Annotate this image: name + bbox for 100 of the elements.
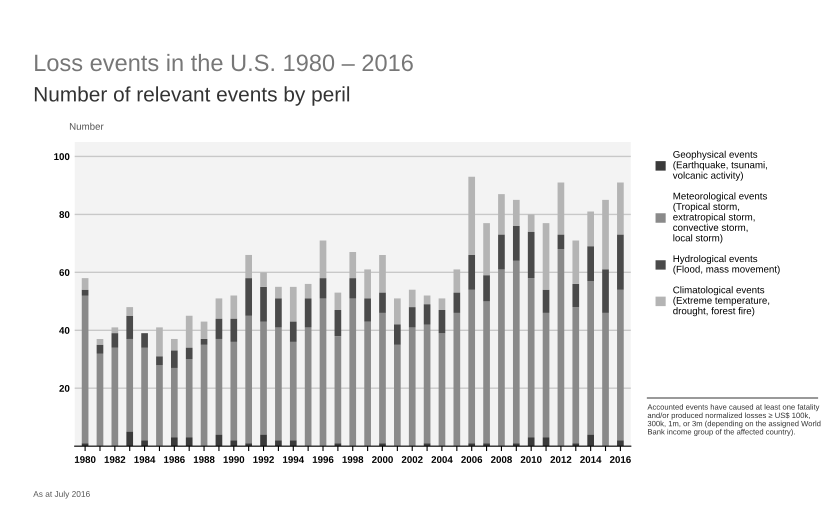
legend-label: Meteorological events (Tropical storm, extratropical storm, convective storm, local storm)	[673, 192, 767, 244]
bar	[200, 322, 208, 339]
bar	[587, 246, 594, 282]
x-tick-label: 2000	[372, 456, 393, 464]
x-tick-label: 1986	[164, 456, 185, 464]
bar	[364, 322, 371, 446]
bar	[245, 316, 252, 444]
bar	[186, 348, 193, 360]
bar	[290, 322, 297, 342]
x-tick-label: 1980	[74, 456, 96, 464]
bar	[438, 298, 446, 310]
x-tick-label: 1992	[253, 456, 274, 464]
bar	[617, 182, 624, 235]
y-axis-title: Number	[70, 122, 104, 130]
bar	[141, 348, 148, 440]
bar	[424, 304, 430, 324]
bar	[216, 298, 222, 319]
bar	[408, 307, 416, 328]
bar	[394, 324, 401, 345]
y-tick-label: 80	[59, 211, 70, 218]
bar	[364, 269, 371, 298]
bar	[364, 298, 371, 322]
legend-label: Climatological events (Extreme temperature, drought, forest fire)	[673, 286, 770, 316]
x-tick-label: 2008	[490, 456, 512, 464]
bar	[587, 211, 594, 246]
bar	[512, 260, 520, 444]
bar	[587, 281, 594, 435]
bar	[453, 292, 460, 313]
bar	[483, 301, 490, 444]
bar	[141, 333, 148, 348]
chart-title: Loss events in the U.S. 1980 – 2016	[35, 54, 413, 72]
bar	[82, 296, 88, 444]
bar	[170, 338, 178, 351]
y-tick-label: 100	[54, 153, 70, 160]
bar	[216, 318, 222, 339]
bar	[349, 252, 356, 278]
bar	[572, 307, 580, 444]
bar	[528, 278, 535, 438]
y-tick-label: 60	[59, 269, 70, 276]
bar	[542, 290, 550, 313]
x-tick-label: 1988	[194, 456, 215, 464]
bar	[602, 269, 609, 313]
x-tick-label: 2014	[580, 456, 602, 464]
bar	[542, 312, 550, 438]
bar	[617, 234, 624, 290]
bar	[438, 310, 446, 334]
x-tick-label: 2004	[431, 456, 453, 464]
chart-subtitle: Number of relevant events by peril	[34, 86, 350, 106]
bar	[468, 176, 476, 255]
bar	[320, 298, 326, 446]
bar	[558, 249, 564, 446]
bar	[96, 338, 104, 345]
bar	[275, 298, 282, 328]
bar	[379, 312, 386, 444]
bar	[156, 356, 163, 366]
bar	[304, 327, 312, 446]
bar	[126, 432, 134, 446]
x-tick-label: 2006	[461, 456, 482, 464]
bar	[112, 327, 118, 334]
x-tick-label: 1998	[342, 456, 364, 464]
bar	[379, 292, 386, 313]
bar	[112, 333, 118, 348]
bar	[186, 359, 193, 438]
x-tick-label: 1984	[134, 456, 156, 464]
bar	[216, 338, 222, 435]
bar	[290, 342, 297, 440]
bar	[394, 298, 401, 324]
y-tick-label: 20	[59, 384, 70, 392]
bar	[112, 348, 118, 446]
bar	[126, 338, 134, 432]
bar	[512, 200, 520, 226]
bar	[230, 296, 238, 319]
bar	[126, 307, 134, 316]
bar	[572, 240, 580, 284]
bar	[275, 440, 282, 446]
bar	[320, 278, 326, 298]
bar	[498, 194, 505, 235]
bar	[483, 275, 490, 302]
text: As at July 2016	[33, 490, 90, 499]
bar	[498, 234, 505, 270]
bar	[170, 368, 178, 438]
bar	[528, 214, 535, 232]
bar	[141, 440, 148, 446]
bar	[260, 322, 267, 435]
bar	[572, 284, 580, 308]
legend-label: Geophysical events (Earthquake, tsunami, volcanic activity)	[672, 150, 767, 181]
bar	[275, 286, 282, 298]
bar	[379, 254, 386, 293]
x-tick-label: 2010	[520, 456, 542, 464]
y-tick-label: 40	[59, 327, 70, 334]
x-tick-label: 1982	[104, 456, 126, 464]
bar	[602, 200, 609, 270]
bar	[528, 232, 535, 278]
bar	[468, 290, 476, 444]
bar	[334, 310, 342, 336]
bar	[542, 223, 550, 290]
bar	[349, 298, 356, 446]
bar	[82, 290, 88, 296]
bar	[483, 223, 490, 276]
bar	[245, 254, 252, 278]
